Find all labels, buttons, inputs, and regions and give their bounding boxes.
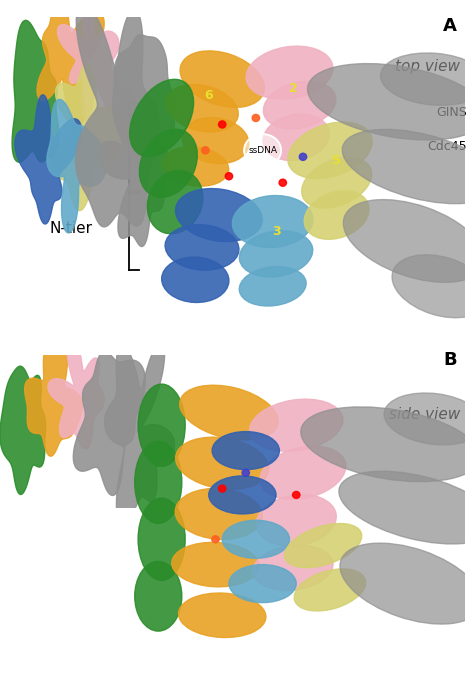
Ellipse shape	[165, 225, 239, 270]
Ellipse shape	[135, 562, 182, 631]
Ellipse shape	[292, 491, 300, 498]
Ellipse shape	[244, 134, 281, 166]
Ellipse shape	[182, 118, 249, 164]
Text: 5: 5	[332, 154, 341, 166]
Ellipse shape	[166, 84, 238, 132]
Ellipse shape	[175, 189, 262, 242]
Ellipse shape	[381, 53, 474, 105]
Ellipse shape	[250, 399, 343, 452]
Ellipse shape	[260, 446, 346, 500]
Ellipse shape	[301, 157, 372, 208]
Text: A: A	[443, 17, 457, 35]
Ellipse shape	[135, 441, 182, 523]
Ellipse shape	[308, 63, 474, 140]
Polygon shape	[98, 89, 169, 246]
Ellipse shape	[288, 122, 372, 179]
Ellipse shape	[284, 523, 362, 568]
Polygon shape	[47, 100, 107, 233]
Ellipse shape	[239, 267, 306, 306]
Ellipse shape	[179, 593, 266, 638]
Polygon shape	[12, 20, 59, 162]
Text: side view: side view	[389, 407, 460, 422]
Text: Cdc45: Cdc45	[427, 140, 467, 152]
Ellipse shape	[130, 79, 193, 157]
Text: B: B	[443, 351, 457, 370]
Ellipse shape	[175, 489, 263, 539]
Ellipse shape	[384, 393, 474, 445]
Ellipse shape	[162, 257, 229, 303]
Polygon shape	[76, 3, 160, 227]
Polygon shape	[48, 331, 104, 449]
Text: GINS: GINS	[436, 106, 467, 119]
Ellipse shape	[172, 542, 259, 587]
Ellipse shape	[263, 114, 329, 161]
Ellipse shape	[219, 485, 226, 492]
Ellipse shape	[209, 476, 276, 514]
Ellipse shape	[225, 173, 233, 180]
Text: 3: 3	[272, 225, 280, 238]
Ellipse shape	[279, 179, 286, 187]
Polygon shape	[25, 338, 82, 456]
Ellipse shape	[222, 520, 290, 558]
Ellipse shape	[138, 498, 185, 580]
Polygon shape	[73, 351, 146, 496]
Ellipse shape	[343, 200, 474, 283]
Ellipse shape	[256, 494, 336, 546]
Polygon shape	[105, 342, 175, 525]
Ellipse shape	[219, 121, 226, 128]
Ellipse shape	[264, 81, 336, 129]
Text: ssDNA: ssDNA	[248, 146, 277, 155]
Ellipse shape	[252, 114, 260, 122]
Polygon shape	[113, 35, 178, 162]
Ellipse shape	[246, 46, 333, 100]
Ellipse shape	[212, 432, 279, 470]
Polygon shape	[15, 95, 82, 224]
Ellipse shape	[339, 471, 474, 544]
Ellipse shape	[242, 469, 249, 476]
Ellipse shape	[175, 437, 269, 489]
Polygon shape	[0, 366, 46, 494]
Ellipse shape	[162, 147, 229, 187]
Ellipse shape	[294, 569, 365, 611]
Polygon shape	[37, 0, 104, 126]
Text: top view: top view	[395, 59, 460, 74]
Text: 2: 2	[289, 82, 297, 95]
Ellipse shape	[232, 196, 313, 248]
Polygon shape	[53, 63, 128, 211]
Text: N-tier: N-tier	[49, 221, 92, 236]
Ellipse shape	[342, 129, 474, 204]
Ellipse shape	[340, 543, 474, 624]
Ellipse shape	[147, 171, 203, 234]
Ellipse shape	[180, 385, 278, 440]
Ellipse shape	[229, 564, 296, 603]
Ellipse shape	[299, 153, 307, 160]
Ellipse shape	[304, 191, 369, 239]
Ellipse shape	[212, 536, 219, 543]
Ellipse shape	[138, 384, 185, 466]
Ellipse shape	[139, 129, 197, 198]
Polygon shape	[57, 1, 126, 120]
Text: C-tier: C-tier	[50, 151, 92, 166]
Ellipse shape	[392, 255, 474, 318]
Ellipse shape	[253, 545, 333, 590]
Text: 6: 6	[204, 89, 213, 102]
Ellipse shape	[201, 147, 209, 154]
Ellipse shape	[180, 51, 264, 107]
Ellipse shape	[239, 231, 313, 277]
Ellipse shape	[301, 407, 474, 482]
